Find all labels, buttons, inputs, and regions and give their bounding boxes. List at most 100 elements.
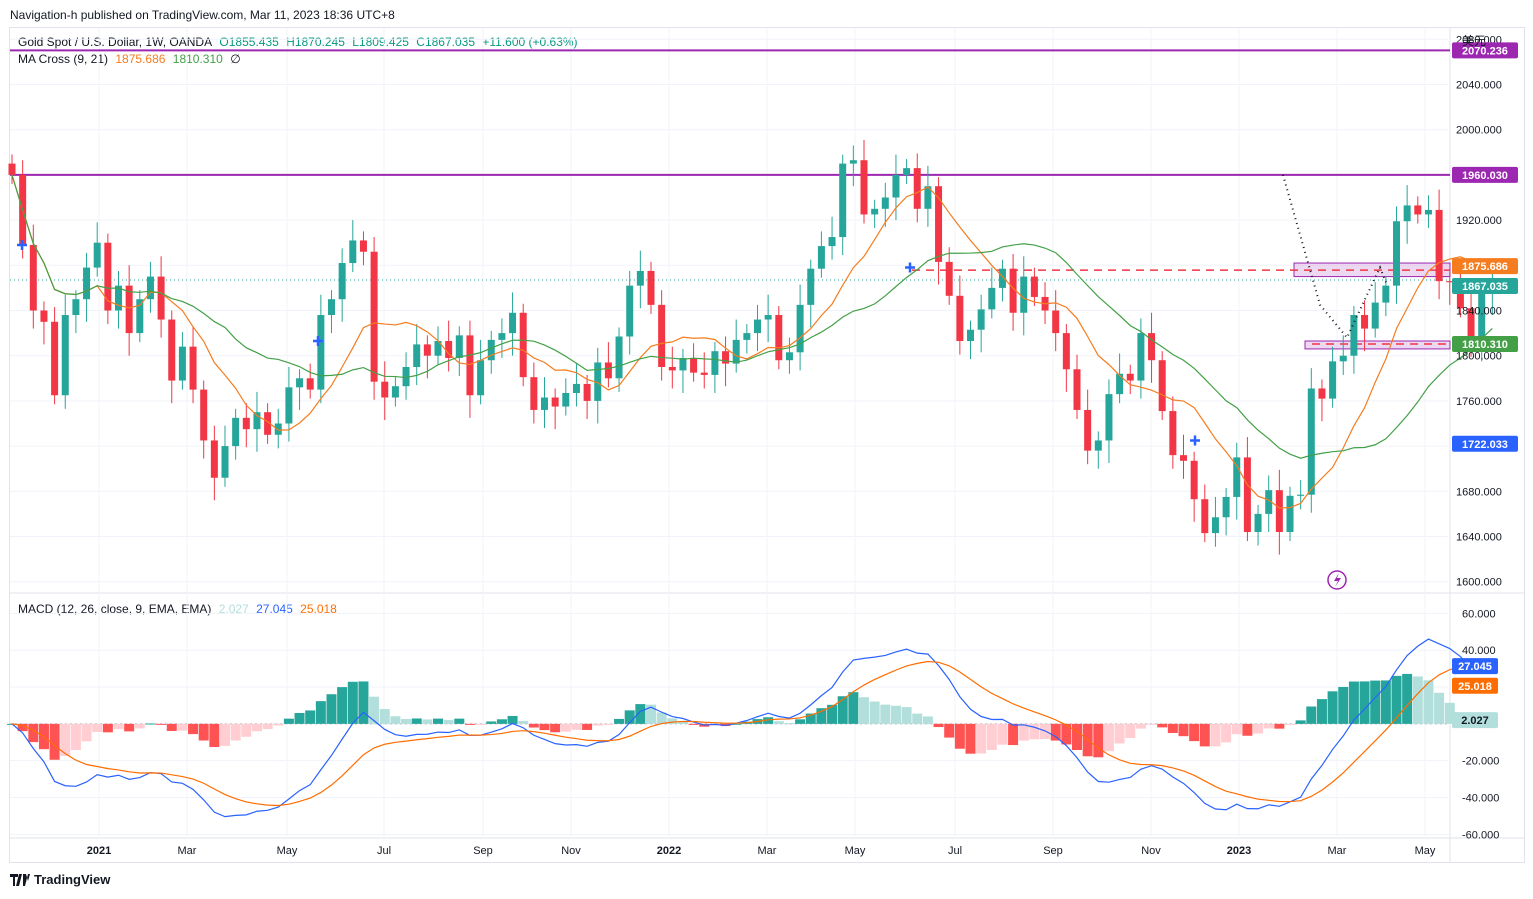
candle [743,333,751,340]
candle [210,440,218,478]
candle [1339,355,1347,362]
candle [1211,517,1219,534]
candle [1254,513,1262,532]
macd-hist-bar [1444,702,1455,724]
candle [317,315,325,390]
macd-hist-bar [177,723,188,731]
candle [221,446,229,478]
candle [104,242,112,311]
macd-hist-bar [656,712,667,724]
y-tick-label: 1840.000 [1456,306,1502,318]
macd-hist-bar [1295,720,1306,724]
candle [1180,455,1187,461]
candle [1435,209,1443,282]
macd-hist-bar [496,719,507,724]
candle [1116,373,1124,395]
macd-hist-bar [646,704,656,724]
candle [1094,440,1102,451]
candle [562,392,570,407]
price-tag [1452,166,1518,183]
candle [391,386,399,398]
candle [828,237,836,247]
candle [1371,302,1379,329]
candle [189,346,197,390]
candle [1233,457,1241,497]
candle [541,397,548,410]
ma-cross-marker [313,336,323,347]
candle [1169,411,1177,456]
macd-hist-bar [912,713,923,724]
macd-hist-bar [1242,723,1253,736]
macd-hist-bar [251,723,262,732]
footer-brand[interactable]: TradingView [10,872,110,887]
candle [487,339,495,361]
macd-hist-bar [454,718,465,724]
candle [860,160,868,215]
macd-hist-bar [134,723,145,729]
symbol-title[interactable]: Gold Spot / U.S. Dollar, 1W, OANDA [18,35,213,49]
candle [157,276,165,320]
candle [115,285,122,311]
macd-hist-bar [582,723,593,730]
y-tick-label: 1600.000 [1456,577,1502,589]
candle [146,276,154,300]
candle [956,295,964,342]
flash-icon[interactable] [1327,570,1347,590]
macd-hist-bar [1306,706,1317,724]
candle [1307,388,1315,495]
support-zone [1304,340,1451,350]
x-tick-label: May [845,845,866,857]
candle [1148,333,1156,361]
price-tag-label: 1960.030 [1462,170,1508,182]
macd-hist-bar [326,694,337,724]
macd-hist-bar [156,723,167,725]
macd-tick-label: -60.000 [1462,829,1499,841]
macd-hist-bar [1008,723,1019,746]
price-tag-label: 1810.310 [1462,339,1508,351]
macd-hist-bar [347,681,358,724]
macd-hist-bar [422,719,433,724]
ma-slow-value: 1810.310 [172,52,223,66]
macd-hist-bar [209,723,220,747]
candle [328,299,335,316]
macd-line [11,638,1493,818]
ma-cross-label[interactable]: MA Cross (9, 21) [18,52,109,66]
candle [604,362,612,379]
candle [732,339,740,364]
macd-hist-bar [443,720,454,724]
price-tag [1452,258,1518,275]
macd-hist-bar [763,717,774,724]
macd-hist-bar [433,718,443,724]
x-tick-label: Nov [1141,845,1161,857]
candle [519,312,527,378]
candle [136,299,144,334]
candle [1424,209,1432,215]
candle [125,285,133,334]
candle [647,270,655,305]
candle [349,240,357,264]
candle [679,357,687,371]
price-tag [1452,435,1518,452]
macd-hist-bar [816,708,827,724]
macd-label[interactable]: MACD (12, 26, close, 9, EMA, EMA) [18,602,212,616]
currency-label: 美元 [1462,34,1486,48]
macd-hist-bar [731,723,742,725]
candle [242,417,250,430]
candle [498,333,506,340]
macd-hist-bar [188,723,199,735]
macd-hist-bar [294,712,305,724]
projection-path [1282,174,1387,340]
macd-hist-bar [124,723,135,732]
open-value: O1855.435 [219,35,279,49]
macd-hist-bar [60,723,71,757]
macd-hist-bar [337,687,348,724]
candle [530,377,538,410]
macd-hist-bar [571,723,582,730]
macd-hist-bar [1157,723,1168,728]
macd-hist-bar [933,723,944,728]
brand-text: TradingView [34,872,111,887]
price-tag [1452,336,1518,353]
x-tick-label: 2023 [1227,845,1251,857]
tradingview-logo-icon [10,873,30,886]
